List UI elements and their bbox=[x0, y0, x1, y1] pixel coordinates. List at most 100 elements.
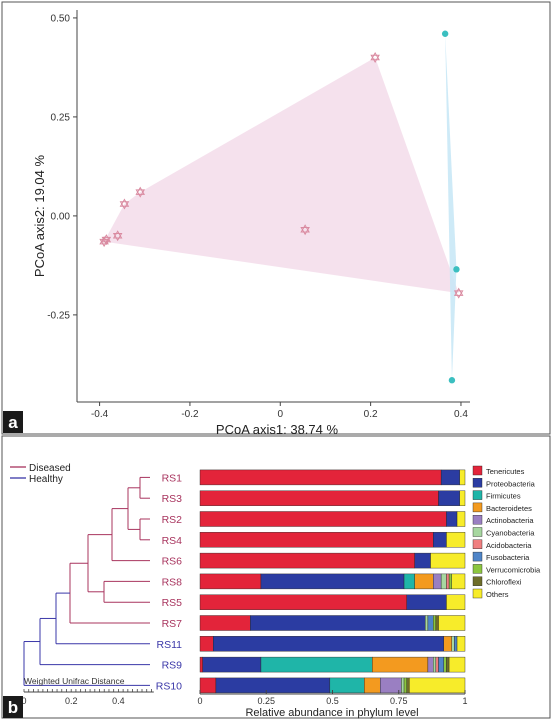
legend-swatch bbox=[472, 588, 483, 599]
bar-segment-others bbox=[409, 677, 466, 694]
bar-segment-proteobacteria bbox=[213, 636, 445, 652]
bar-segment-fusobacteria bbox=[427, 615, 434, 631]
pcoa-plot: -0.4 -0.2 0 0.2 0.4 0.50 0.25 0.00 -0.25 PCoA ax… bbox=[32, 10, 470, 437]
bar-segment-tenericutes bbox=[199, 677, 217, 694]
abundance-bar-chart: 0 0.25 0.5 0.75 1 Relative abundance in phyl… bbox=[197, 465, 541, 719]
distance-scale: 0 0.2 0.4 bbox=[21, 689, 154, 706]
sample-point bbox=[119, 198, 130, 210]
bar-row-RS6 bbox=[199, 552, 466, 569]
bar-segment-cyanobacteria bbox=[433, 656, 437, 673]
bar-segment-verrucomicrobia bbox=[448, 573, 452, 590]
bar-segment-actinobacteria bbox=[433, 573, 442, 590]
sample-label-RS7: RS7 bbox=[162, 618, 183, 630]
bar-segment-verrucomicrobia bbox=[433, 615, 437, 631]
pcoa-x-tick-label: -0.4 bbox=[91, 409, 109, 420]
bar-segment-verrucomicrobia bbox=[403, 677, 407, 694]
bar-segment-actinobacteria bbox=[427, 656, 434, 673]
bar-x-tick-label: 1 bbox=[462, 696, 467, 706]
group-legend-label: Diseased bbox=[29, 463, 71, 474]
bar-segment-others bbox=[459, 490, 466, 506]
bar-segment-cyanobacteria bbox=[401, 677, 405, 694]
sample-point bbox=[135, 186, 146, 198]
sample-point bbox=[453, 287, 464, 299]
bar-segment-acidobacteria bbox=[435, 656, 439, 673]
group-hull-0 bbox=[104, 57, 459, 294]
bar-segment-cyanobacteria bbox=[451, 636, 455, 652]
dendrogram-branches bbox=[23, 476, 150, 686]
bar-segment-firmicutes bbox=[329, 677, 365, 694]
legend-item-fusobacteria: Fusobacteria bbox=[472, 551, 530, 562]
legend-item-tenericutes: Tenericutes bbox=[472, 465, 525, 476]
legend-label: Proteobacteria bbox=[486, 479, 536, 488]
bar-segment-proteobacteria bbox=[250, 615, 426, 631]
pcoa-ticks: -0.4 -0.2 0 0.2 0.4 0.50 0.25 0.00 -0.25 bbox=[47, 13, 468, 420]
bar-segment-tenericutes bbox=[199, 469, 442, 486]
group-legend-item-diseased: Diseased bbox=[10, 463, 71, 474]
pcoa-y-axis-label: PCoA axis2: 19.04 % bbox=[32, 155, 47, 278]
bar-x-axis-label: Relative abundance in phylum level bbox=[245, 707, 418, 719]
scale-tick-label: 0.4 bbox=[112, 696, 125, 706]
pcoa-x-tick-label: -0.2 bbox=[181, 409, 199, 420]
sample-point bbox=[112, 230, 123, 242]
bar-segment-tenericutes bbox=[199, 615, 251, 631]
sample-point bbox=[99, 236, 109, 248]
legend-item-cyanobacteria: Cyanobacteria bbox=[472, 527, 535, 538]
pcoa-x-axis-label: PCoA axis1: 38.74 % bbox=[216, 422, 339, 437]
bar-segment-tenericutes bbox=[199, 490, 439, 506]
legend-item-others: Others bbox=[472, 588, 509, 599]
pcoa-y-tick-label: 0.00 bbox=[51, 211, 71, 222]
pcoa-y-tick-label: -0.25 bbox=[47, 310, 70, 321]
legend-swatch bbox=[472, 551, 483, 562]
bar-segment-proteobacteria bbox=[433, 532, 447, 548]
legend-swatch bbox=[472, 539, 483, 549]
sample-point bbox=[441, 30, 449, 37]
bar-segment-chloroflexi bbox=[435, 615, 439, 631]
bar-row-RS9 bbox=[199, 656, 466, 673]
bar-segment-proteobacteria bbox=[440, 469, 460, 486]
group-legend-item-healthy: Healthy bbox=[10, 474, 63, 485]
legend-swatch bbox=[472, 564, 483, 574]
bar-row-RS3 bbox=[199, 490, 466, 506]
legend-item-bacteroidetes: Bacteroidetes bbox=[472, 502, 532, 513]
legend-item-proteobacteria: Proteobacteria bbox=[472, 478, 536, 488]
bar-row-RS11 bbox=[199, 636, 466, 652]
legend-item-actinobacteria: Actinobacteria bbox=[472, 515, 534, 525]
sample-point bbox=[370, 52, 380, 64]
bar-segment-proteobacteria bbox=[215, 677, 331, 694]
bar-segment-firmicutes bbox=[260, 656, 373, 673]
sample-label-RS3: RS3 bbox=[162, 493, 183, 505]
legend-swatch bbox=[472, 490, 483, 500]
bar-segment-proteobacteria bbox=[438, 490, 460, 506]
bar-segment-proteobacteria bbox=[414, 552, 431, 569]
bar-segment-proteobacteria bbox=[446, 511, 458, 527]
legend-swatch bbox=[472, 527, 483, 537]
bar-row-RS5 bbox=[199, 594, 466, 610]
bar-x-tick-label: 0.25 bbox=[257, 696, 275, 706]
bar-segment-others bbox=[438, 615, 466, 631]
bar-segment-fusobacteria bbox=[454, 636, 458, 652]
legend-swatch bbox=[472, 515, 483, 525]
bar-segment-tenericutes bbox=[199, 573, 262, 590]
legend-label: Others bbox=[486, 590, 509, 599]
legend-label: Bacteroidetes bbox=[486, 504, 532, 513]
legend-label: Fusobacteria bbox=[486, 553, 530, 562]
pcoa-y-tick-label: 0.50 bbox=[51, 13, 71, 24]
group-hulls bbox=[104, 33, 459, 381]
legend-swatch bbox=[472, 465, 483, 476]
bar-segment-tenericutes bbox=[199, 636, 214, 652]
bar-x-axis: 0 0.25 0.5 0.75 1 bbox=[197, 690, 468, 706]
legend-swatch bbox=[472, 502, 483, 513]
legend-item-acidobacteria: Acidobacteria bbox=[472, 539, 532, 550]
scale-tick-label: 0.2 bbox=[65, 696, 78, 706]
bar-segment-verrucomicrobia bbox=[443, 656, 447, 673]
pcoa-x-tick-label: 0.4 bbox=[454, 409, 468, 420]
bar-segment-tenericutes bbox=[199, 552, 415, 569]
bar-segment-chloroflexi bbox=[406, 677, 410, 694]
sample-label-RS8: RS8 bbox=[162, 576, 183, 588]
legend-label: Cyanobacteria bbox=[486, 529, 535, 538]
sample-label-RS9: RS9 bbox=[162, 660, 183, 672]
bar-segment-others bbox=[446, 594, 466, 610]
stacked-bars bbox=[199, 469, 466, 694]
legend-label: Actinobacteria bbox=[486, 516, 534, 525]
